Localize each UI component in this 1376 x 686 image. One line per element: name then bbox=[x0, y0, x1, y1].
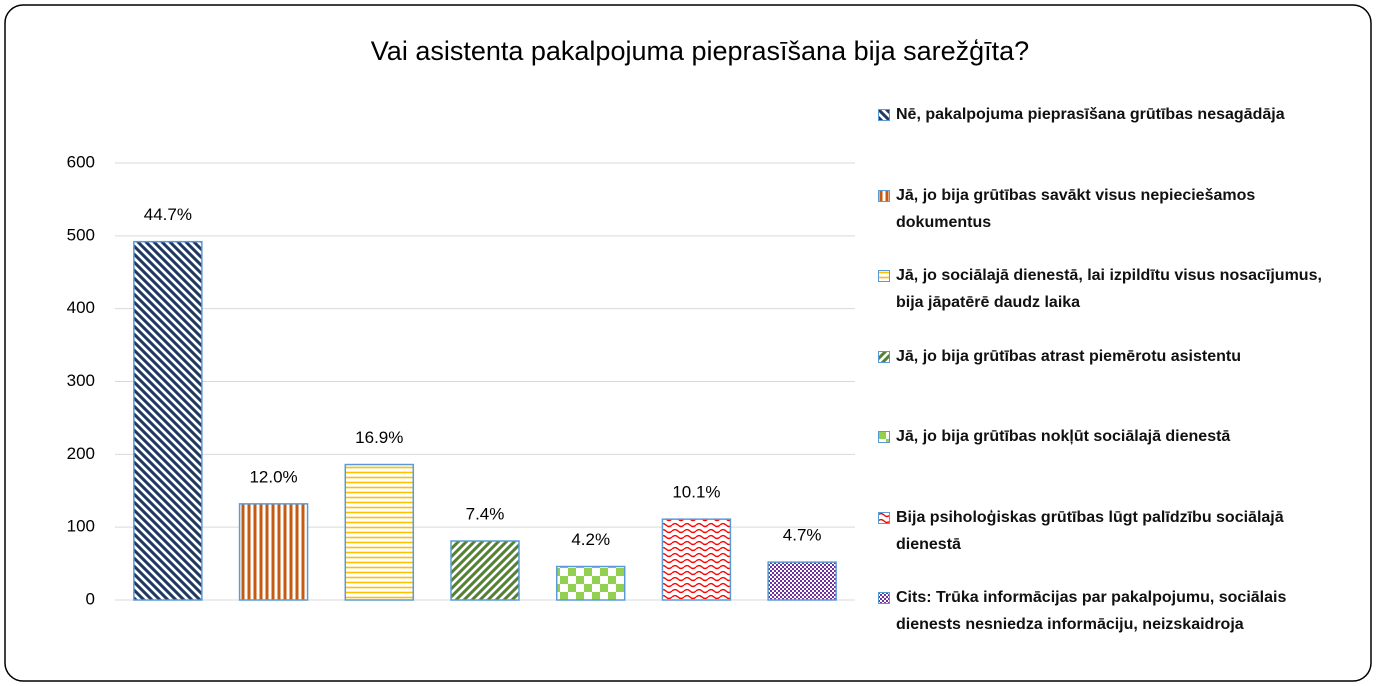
legend-swatch bbox=[878, 431, 890, 443]
bar bbox=[450, 540, 520, 601]
y-tick-label: 500 bbox=[67, 225, 95, 244]
legend-label: Jā, jo bija grūtības savākt visus nepiec… bbox=[896, 186, 1256, 231]
legend-swatch bbox=[878, 109, 890, 121]
legend-swatch bbox=[878, 189, 890, 202]
value-label: 16.9% bbox=[355, 428, 403, 447]
chart-title: Vai asistenta pakalpojuma pieprasīšana b… bbox=[371, 36, 1029, 66]
y-tick-label: 300 bbox=[67, 371, 95, 390]
value-label: 4.2% bbox=[571, 530, 610, 549]
value-label: 7.4% bbox=[466, 504, 505, 523]
value-label: 12.0% bbox=[249, 467, 297, 486]
legend-entry: Bija psiholoģiskas grūtības lūgt palīdzī… bbox=[878, 504, 1348, 558]
legend-entry: Jā, jo bija grūtības savākt visus nepiec… bbox=[878, 182, 1348, 236]
bar bbox=[555, 565, 626, 601]
y-tick-label: 0 bbox=[86, 589, 95, 608]
y-tick-label: 200 bbox=[67, 444, 95, 463]
y-tick-label: 400 bbox=[67, 298, 95, 317]
legend-entry: Jā, jo sociālajā dienestā, lai izpildītu… bbox=[878, 262, 1348, 316]
legend-label: Jā, jo sociālajā dienestā, lai izpildītu… bbox=[896, 267, 1322, 311]
y-tick-label: 600 bbox=[67, 152, 95, 171]
bar bbox=[344, 463, 415, 601]
legend-swatch bbox=[878, 592, 890, 604]
legend-entry: Cits: Trūka informācijas par pakalpojumu… bbox=[878, 584, 1348, 638]
bar bbox=[133, 240, 203, 601]
legend-label: Bija psiholoģiskas grūtības lūgt palīdzī… bbox=[896, 508, 1284, 553]
legend-label: Jā, jo bija grūtības atrast piemērotu as… bbox=[896, 347, 1241, 365]
bar bbox=[767, 561, 837, 601]
legend-label: Cits: Trūka informācijas par pakalpojumu… bbox=[896, 589, 1287, 633]
bar bbox=[238, 503, 309, 601]
value-label: 10.1% bbox=[672, 483, 720, 502]
bar bbox=[661, 518, 732, 601]
legend-entry: Nē, pakalpojuma pieprasīšana grūtības ne… bbox=[878, 101, 1348, 128]
legend-entry: Jā, jo bija grūtības nokļūt sociālajā di… bbox=[878, 423, 1348, 450]
legend-label: Jā, jo bija grūtības nokļūt sociālajā di… bbox=[896, 428, 1231, 445]
legend-swatch bbox=[878, 511, 890, 524]
legend-swatch bbox=[878, 270, 890, 282]
legend-swatch bbox=[878, 350, 890, 363]
legend-entry: Jā, jo bija grūtības atrast piemērotu as… bbox=[878, 343, 1348, 370]
value-label: 44.7% bbox=[144, 205, 192, 224]
value-label: 4.7% bbox=[783, 526, 822, 545]
y-tick-label: 100 bbox=[67, 517, 95, 536]
legend-label: Nē, pakalpojuma pieprasīšana grūtības ne… bbox=[896, 106, 1285, 123]
